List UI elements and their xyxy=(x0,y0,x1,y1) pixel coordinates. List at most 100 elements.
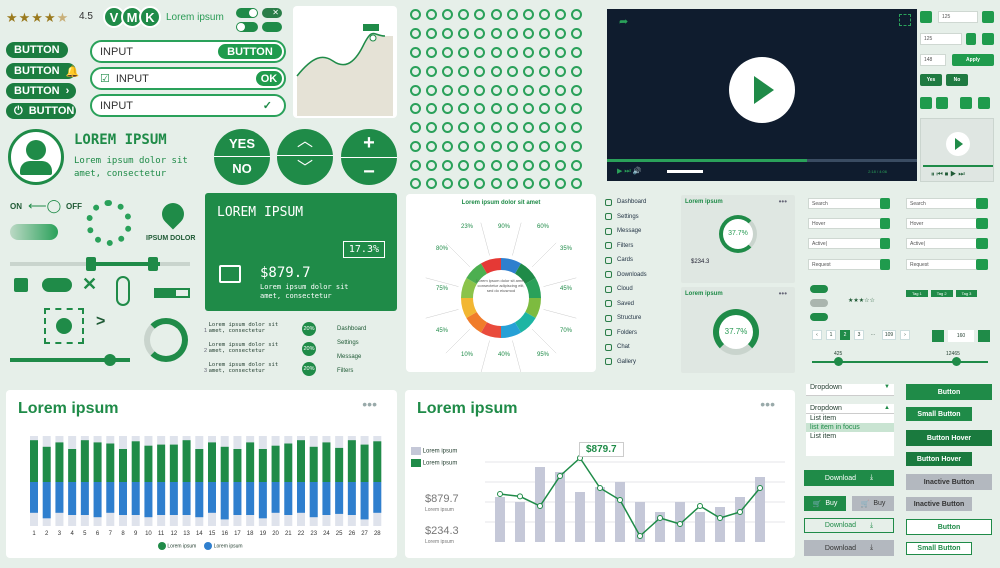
list-item[interactable]: List item xyxy=(810,415,837,422)
sample-button[interactable]: Button xyxy=(906,384,992,400)
dropdown-open[interactable]: Dropdown ▲ List item list item in focus L… xyxy=(806,404,894,456)
spinner-input[interactable]: 125 xyxy=(920,33,962,45)
sidebar-item[interactable]: Message xyxy=(605,224,675,239)
more-icon[interactable]: ••• xyxy=(778,289,787,298)
spinner-input[interactable]: 125 xyxy=(938,11,978,23)
chevron-down-icon[interactable]: ﹀ xyxy=(296,160,313,177)
play-button[interactable] xyxy=(729,57,795,123)
search-input[interactable]: Hover xyxy=(808,218,890,229)
close-icon[interactable]: ✕ xyxy=(262,8,282,18)
menu-item-dashboard[interactable]: Dashboard xyxy=(337,326,367,332)
sample-button[interactable]: Small Button xyxy=(906,542,972,555)
page-link[interactable]: 109 xyxy=(882,330,896,340)
submit-button[interactable]: BUTTON xyxy=(218,44,282,59)
avatar[interactable]: K xyxy=(139,6,161,28)
arrow-left-icon[interactable]: ⟵◯ xyxy=(28,198,62,213)
search-fields[interactable]: Search Hover Active| Request Search Hove… xyxy=(808,198,996,278)
slider-handle[interactable] xyxy=(148,257,158,271)
sidebar-item[interactable]: Structure xyxy=(605,311,675,326)
range-slider[interactable] xyxy=(10,262,190,266)
tag[interactable]: Tag 3 xyxy=(955,290,978,297)
input-with-checkbox[interactable]: ☑ INPUT OK xyxy=(90,67,286,90)
buy-button[interactable]: 🛒 Buy xyxy=(852,496,894,511)
toggle-switch[interactable] xyxy=(236,22,258,32)
checkbox-icon[interactable]: ☑ xyxy=(100,73,110,85)
star-rating[interactable]: ★★★★★ xyxy=(6,10,70,25)
arrows-button[interactable] xyxy=(42,278,72,292)
sidebar-item[interactable]: Chat xyxy=(605,340,675,355)
focus-frame[interactable] xyxy=(44,308,84,344)
menu-item-settings[interactable]: Settings xyxy=(337,340,359,346)
avatar[interactable] xyxy=(8,129,64,185)
button-plain[interactable]: BUTTON xyxy=(6,42,68,58)
updown-stepper[interactable] xyxy=(116,276,130,306)
sidebar-item[interactable]: Saved xyxy=(605,297,675,312)
sidebar-item[interactable]: Settings xyxy=(605,210,675,225)
download-button[interactable]: Download ⤓ xyxy=(804,470,894,486)
page-link[interactable]: 1 xyxy=(826,330,836,340)
up-down-button[interactable]: ︿ ﹀ xyxy=(277,129,333,185)
mini-video[interactable]: ⏸ ⏮ ⏹ ▶ ⏭ xyxy=(920,118,994,182)
close-icon[interactable]: ✕ xyxy=(82,274,98,294)
menu-item-filters[interactable]: Filters xyxy=(337,368,354,374)
spinner-input[interactable]: 148 xyxy=(920,54,946,66)
sidebar-item[interactable]: Dashboard xyxy=(605,195,675,210)
share-icon[interactable]: ➦ xyxy=(619,16,629,28)
sample-button[interactable]: Small Button xyxy=(906,407,972,421)
button-power[interactable]: ⏻ BUTTON xyxy=(6,103,76,119)
sample-button[interactable]: Inactive Button xyxy=(906,497,972,511)
list-item[interactable]: list item in focus xyxy=(806,423,894,432)
page-link[interactable]: 2 xyxy=(840,330,850,340)
number-spinners[interactable]: 125 125 148 Apply Yes No xyxy=(920,9,996,109)
more-icon[interactable]: ••• xyxy=(778,197,787,206)
slider-handle[interactable] xyxy=(952,357,961,366)
tag[interactable]: Tag 2 xyxy=(930,290,953,297)
sample-button[interactable]: Inactive Button xyxy=(906,474,992,490)
yes-button[interactable]: Yes xyxy=(920,74,942,86)
volume-bar[interactable] xyxy=(667,170,703,173)
toggle-switch[interactable] xyxy=(236,8,258,18)
page-link[interactable]: 3 xyxy=(854,330,864,340)
fullscreen-icon[interactable] xyxy=(899,14,911,26)
download-button[interactable]: Download ⤓ xyxy=(804,518,894,533)
more-icon[interactable]: ••• xyxy=(760,396,775,412)
volume-slider[interactable] xyxy=(10,358,130,362)
yes-no-toggle[interactable]: YES NO xyxy=(214,129,270,185)
slider-handle[interactable] xyxy=(834,357,843,366)
sidebar-item[interactable]: Gallery xyxy=(605,355,675,370)
progress-bar[interactable] xyxy=(923,165,993,167)
stepper-value[interactable]: 160 xyxy=(948,330,974,342)
pagination[interactable]: ‹ 1 2 3 ... 109 › xyxy=(812,330,910,340)
dropdown-collapsed[interactable]: Dropdown ▼ xyxy=(806,384,894,396)
tag[interactable]: Tag 1 xyxy=(906,290,928,297)
apply-button[interactable]: Apply xyxy=(952,54,994,66)
range-slider[interactable] xyxy=(812,361,988,363)
input-with-button[interactable]: INPUT BUTTON xyxy=(90,40,286,63)
more-icon[interactable]: ••• xyxy=(362,396,377,412)
slider-handle[interactable] xyxy=(86,257,96,271)
plus-button[interactable] xyxy=(978,330,990,342)
side-menu[interactable]: Dashboard Settings Message Filters Cards Down… xyxy=(605,195,675,369)
minus-button[interactable] xyxy=(932,330,944,342)
sidebar-item[interactable]: Folders xyxy=(605,326,675,341)
sample-button[interactable]: Button Hover xyxy=(906,452,972,466)
tag-list[interactable]: Tag 1 Tag 2 Tag 3 xyxy=(906,290,978,297)
slider-handle[interactable] xyxy=(104,354,116,366)
toggle-group[interactable]: ★★★☆☆ xyxy=(810,285,900,325)
buy-button[interactable]: 🛒 Buy xyxy=(804,496,846,511)
no-button[interactable]: No xyxy=(946,74,968,86)
yes-button[interactable]: YES xyxy=(214,129,270,157)
video-player[interactable]: ➦ ▶ ⏭ 🔊 2:18 / 4:06 xyxy=(607,9,917,181)
star-rating[interactable]: ★★★☆☆ xyxy=(848,298,875,304)
chevron-up-icon[interactable]: ︿ xyxy=(277,129,333,156)
minus-icon[interactable]: − xyxy=(363,161,375,183)
plus-icon[interactable]: + xyxy=(341,129,397,158)
checkbox-icon[interactable] xyxy=(14,278,28,292)
pill-toggles[interactable] xyxy=(10,224,58,240)
sidebar-item[interactable]: Cards xyxy=(605,253,675,268)
avatar-group[interactable]: V M K xyxy=(103,6,161,28)
search-input[interactable]: Search xyxy=(808,198,890,209)
progress-bar[interactable] xyxy=(154,288,190,298)
input-with-check[interactable]: INPUT ✓ xyxy=(90,94,286,117)
search-input[interactable]: Request xyxy=(808,259,890,270)
